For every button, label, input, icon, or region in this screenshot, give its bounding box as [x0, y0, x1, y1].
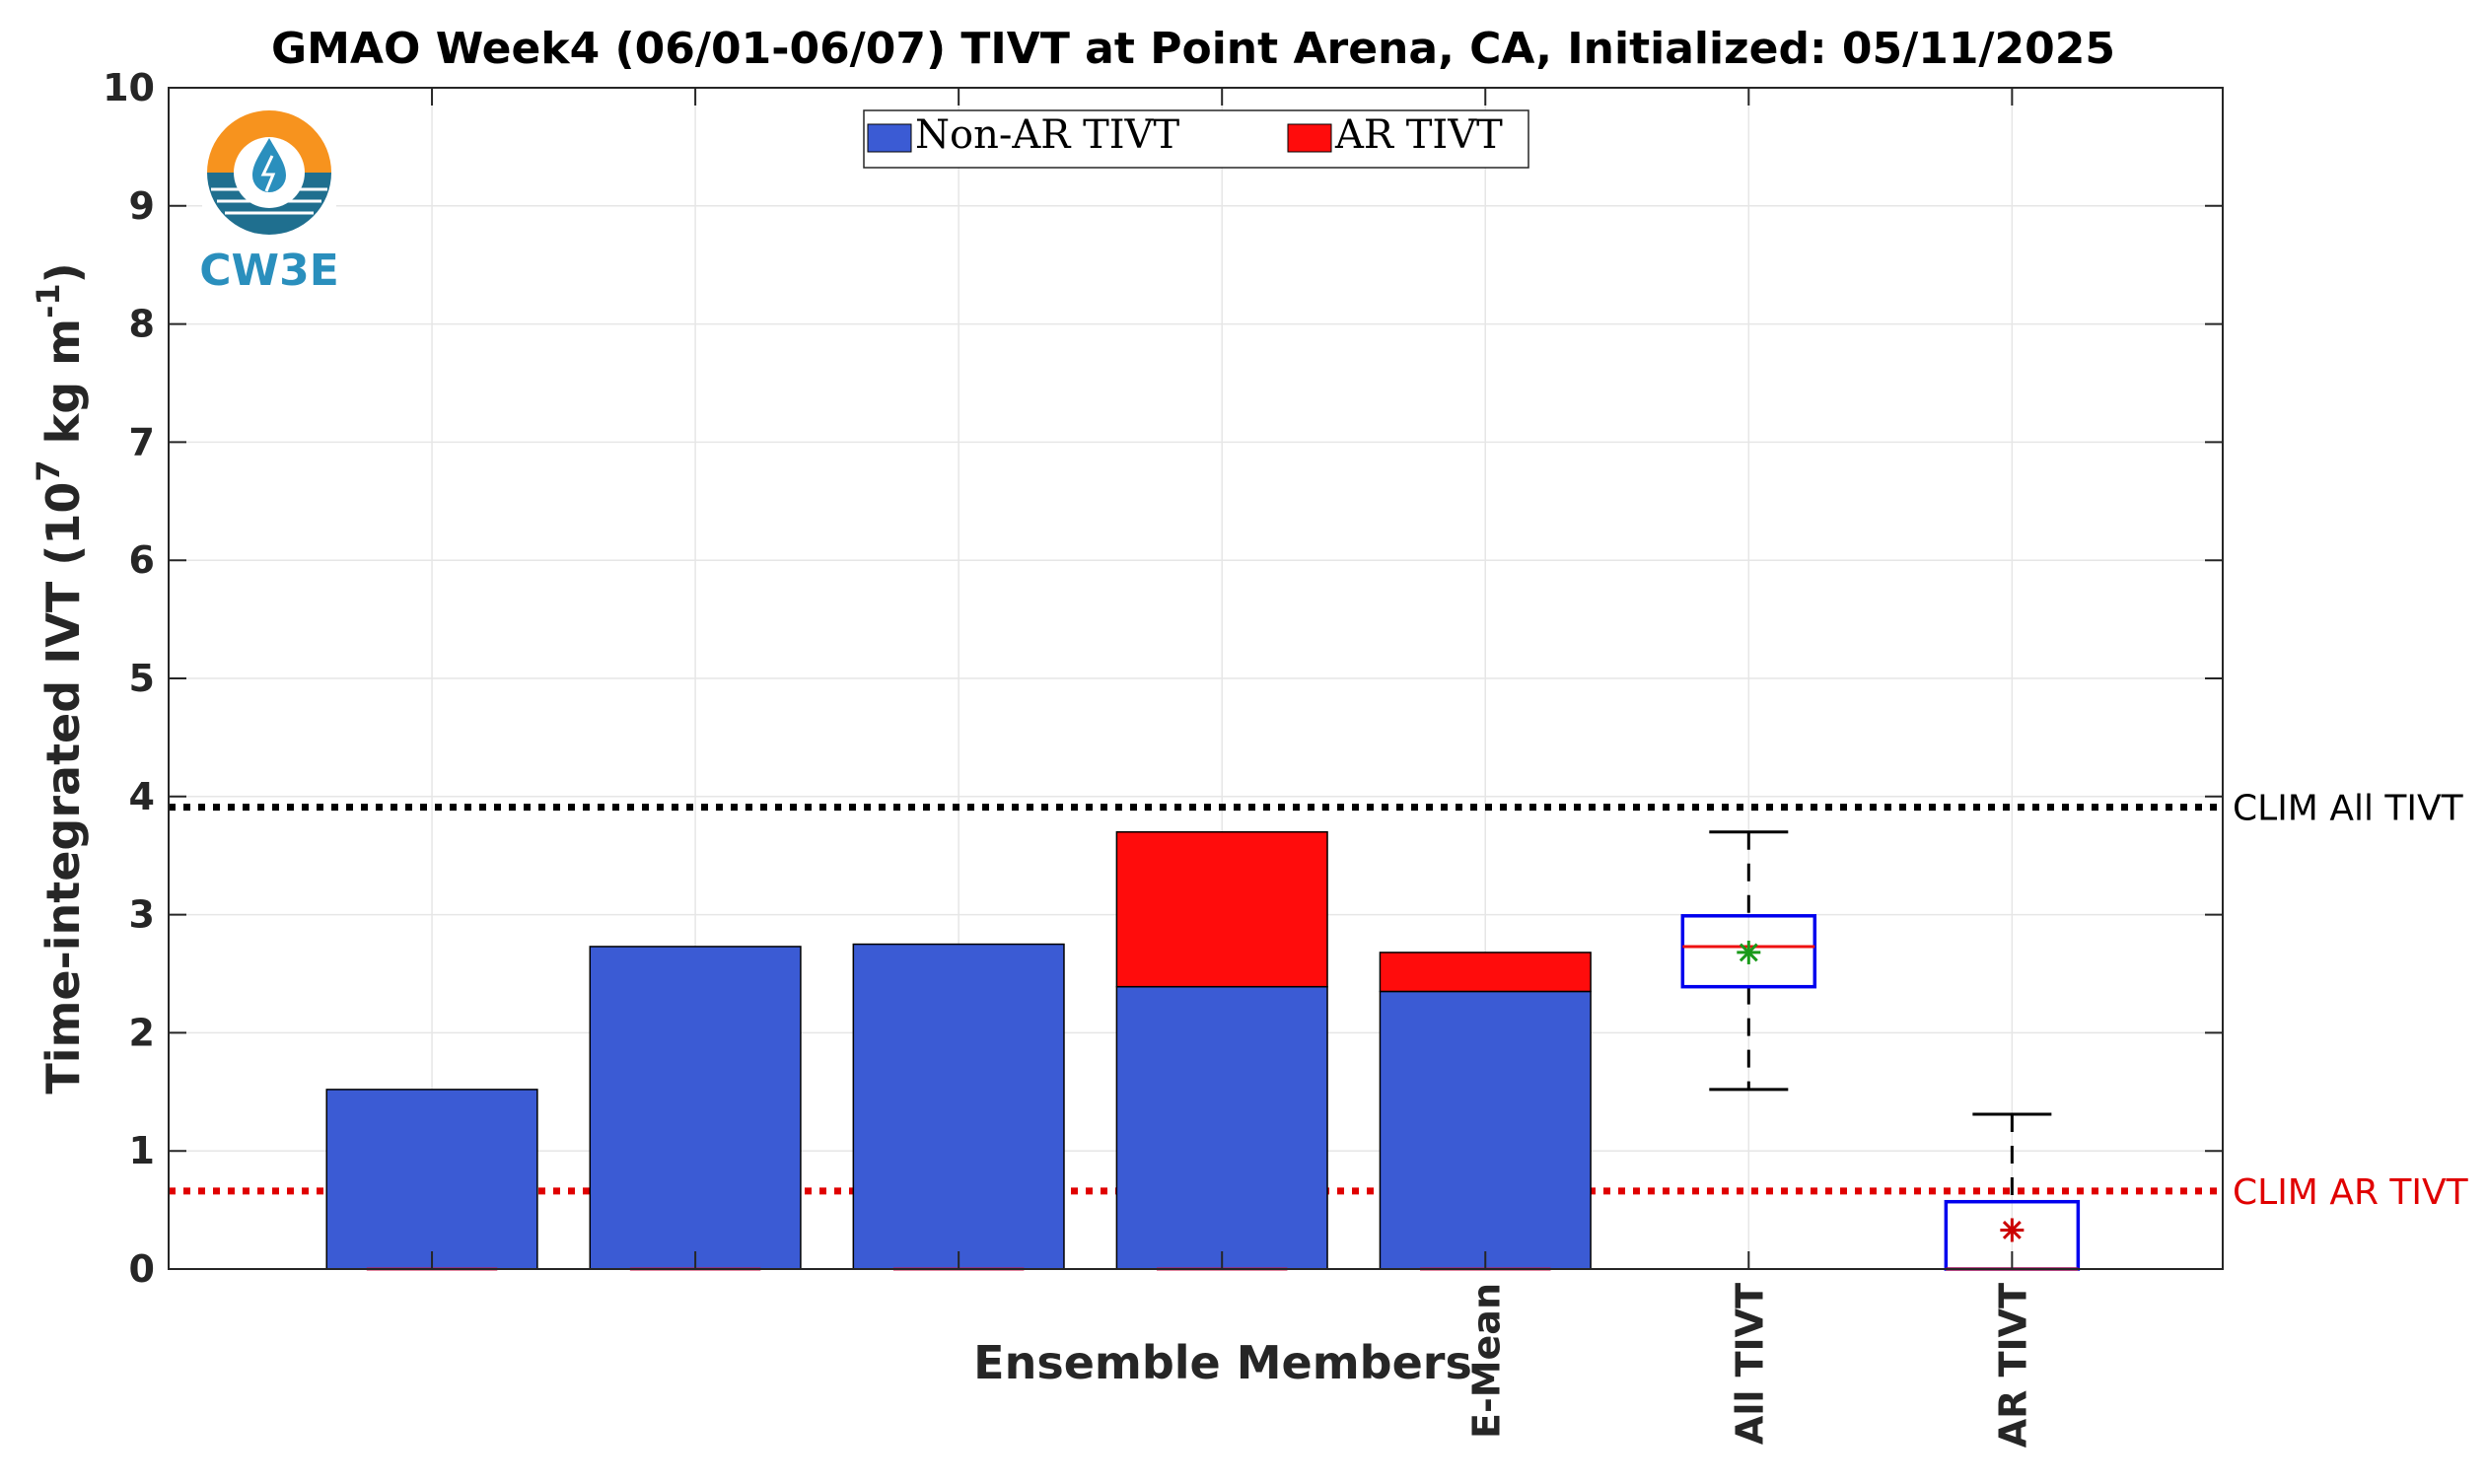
x-tick-label: E-Mean — [1464, 1283, 1508, 1439]
bar-non-ar — [1115, 985, 1328, 1270]
legend: Non-AR TIVT AR TIVT — [863, 109, 1529, 169]
y-tick-label: 6 — [129, 538, 155, 582]
y-tick-label: 9 — [129, 184, 155, 228]
mean-marker-icon — [2000, 1218, 2025, 1242]
chart-title: GMAO Week4 (06/01-06/07) TIVT at Point A… — [271, 24, 2115, 74]
y-tick-label: 7 — [129, 420, 155, 463]
bar-ar — [1115, 830, 1328, 988]
bar-non-ar — [325, 1089, 538, 1270]
logo-text: CW3E — [199, 246, 339, 296]
box-iqr — [1680, 914, 1817, 989]
y-tick-label: 5 — [129, 657, 155, 700]
legend-swatch-ar — [1287, 123, 1332, 153]
y-tick-label: 2 — [129, 1011, 155, 1054]
bar-ar — [1379, 952, 1592, 993]
x-axis-label: Ensemble Members — [973, 1336, 1472, 1389]
y-tick-label: 3 — [129, 893, 155, 937]
mean-marker-icon — [1737, 940, 1761, 964]
bar-non-ar — [1379, 990, 1592, 1270]
clim-all-label: CLIM All TIVT — [2233, 789, 2464, 829]
legend-label-ar: AR TIVT — [1334, 112, 1503, 158]
x-ticks: E-Mean All TIVT AR TIVT — [431, 88, 2034, 1448]
bar-non-ar — [852, 943, 1065, 1270]
legend-label-non-ar: Non-AR TIVT — [915, 112, 1179, 158]
cw3e-logo: CW3E — [199, 110, 339, 296]
bars — [325, 830, 1592, 1271]
y-axis-label: Time-integrated IVT (107 kg m-1) — [30, 262, 90, 1094]
y-tick-label: 8 — [129, 303, 155, 346]
y-tick-label: 10 — [103, 66, 155, 109]
y-ticks: 0 1 2 3 4 5 6 7 8 9 10 — [103, 66, 2223, 1291]
x-tick-label: AR TIVT — [1991, 1283, 2034, 1448]
legend-swatch-non-ar — [867, 123, 912, 153]
clim-ar-label: CLIM AR TIVT — [2233, 1172, 2469, 1213]
y-tick-label: 1 — [129, 1129, 155, 1172]
bar-non-ar — [589, 946, 802, 1270]
x-tick-label: All TIVT — [1728, 1283, 1771, 1445]
legend-box — [863, 109, 1529, 169]
y-tick-label: 4 — [129, 775, 155, 818]
mean-marker-stroke — [1739, 943, 1758, 962]
y-tick-label: 0 — [129, 1247, 155, 1291]
mean-marker-stroke — [2002, 1221, 2022, 1239]
